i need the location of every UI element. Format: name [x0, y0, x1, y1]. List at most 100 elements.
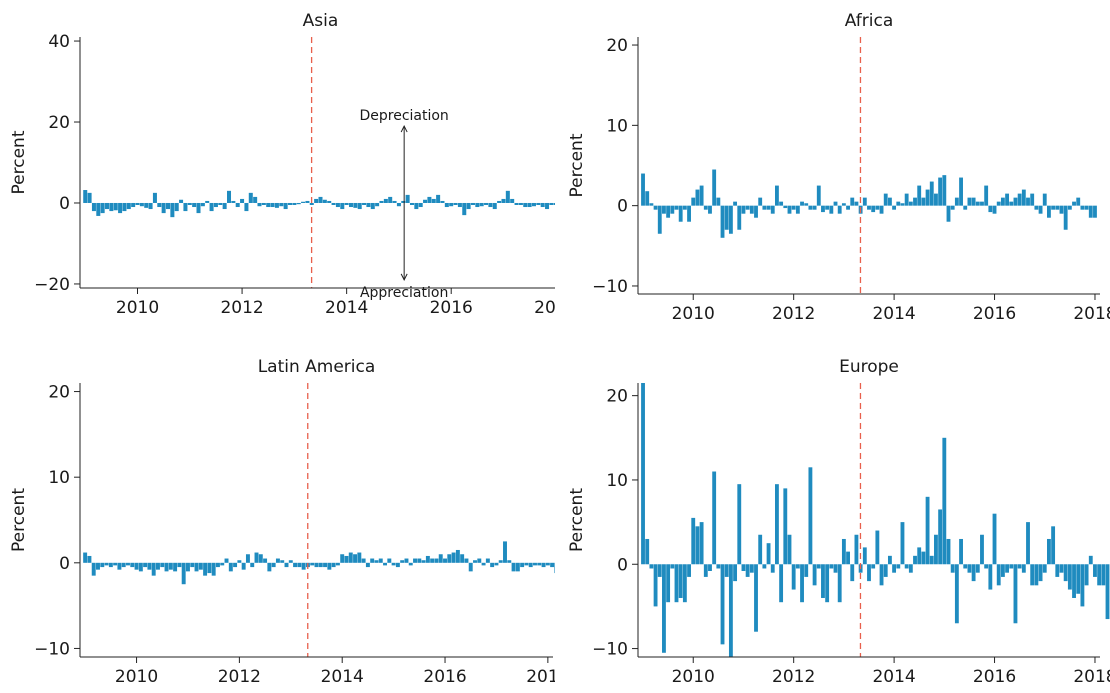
bar-africa-94 — [1034, 205, 1039, 210]
bar-europe-89 — [1013, 564, 1018, 624]
bar-latin-america-25 — [190, 562, 195, 568]
bar-europe-105 — [1080, 564, 1085, 607]
bar-asia-10 — [126, 202, 131, 210]
bar-europe-36 — [791, 564, 796, 590]
bar-latin-america-88 — [460, 554, 465, 563]
bar-africa-76 — [959, 177, 963, 206]
bar-asia-67 — [375, 202, 380, 207]
bar-asia-91 — [479, 202, 484, 207]
bar-africa-35 — [787, 205, 792, 214]
y-tick-label-latin-america-2: 10 — [48, 468, 70, 488]
bar-europe-29 — [762, 564, 767, 569]
bar-asia-37 — [244, 202, 249, 212]
bar-africa-2 — [649, 203, 654, 206]
bar-asia-19 — [166, 202, 171, 210]
bar-europe-49 — [846, 551, 850, 565]
y-tick-label-asia-0: −20 — [34, 275, 70, 295]
bar-africa-37 — [795, 205, 800, 214]
bar-latin-america-41 — [258, 554, 263, 563]
y-tick-label-africa-1: 0 — [617, 197, 628, 217]
bar-africa-9 — [678, 205, 683, 222]
bar-europe-72 — [942, 437, 947, 565]
bar-latin-america-23 — [181, 562, 186, 585]
bar-europe-15 — [703, 564, 708, 577]
bar-asia-85 — [453, 202, 458, 205]
bar-latin-america-31 — [215, 562, 220, 568]
bar-asia-46 — [283, 202, 288, 210]
bar-latin-america-76 — [408, 562, 413, 566]
bar-europe-48 — [841, 538, 846, 565]
bar-asia-3 — [96, 202, 101, 216]
bar-europe-94 — [1034, 564, 1039, 586]
bar-europe-35 — [787, 534, 792, 565]
bar-latin-america-101 — [515, 562, 520, 572]
bar-africa-99 — [1055, 205, 1060, 210]
bar-asia-99 — [514, 202, 519, 205]
bar-asia-24 — [187, 202, 192, 205]
bar-latin-america-29 — [207, 562, 212, 574]
bar-asia-49 — [296, 202, 301, 205]
bar-latin-america-81 — [430, 558, 435, 563]
bar-latin-america-54 — [314, 562, 319, 568]
bar-asia-55 — [322, 199, 327, 203]
bar-latin-america-39 — [250, 562, 255, 568]
y-tick-label-africa-3: 20 — [606, 36, 628, 56]
bar-europe-1 — [645, 538, 650, 565]
bar-latin-america-87 — [455, 549, 460, 563]
bar-africa-79 — [971, 197, 976, 206]
bar-africa-84 — [992, 205, 997, 214]
bar-europe-99 — [1055, 564, 1060, 577]
bar-europe-64 — [908, 564, 913, 573]
bar-africa-54 — [867, 205, 871, 210]
bar-latin-america-86 — [451, 552, 456, 563]
bar-africa-0 — [641, 173, 645, 206]
bar-latin-america-12 — [134, 562, 139, 570]
bar-africa-60 — [892, 205, 897, 210]
bar-africa-25 — [745, 205, 750, 210]
bar-africa-70 — [934, 193, 938, 206]
bar-africa-16 — [708, 205, 712, 214]
bar-asia-22 — [179, 199, 184, 203]
bar-asia-13 — [139, 202, 144, 207]
bar-europe-70 — [934, 534, 938, 565]
bar-europe-108 — [1093, 564, 1097, 577]
bar-africa-108 — [1093, 205, 1097, 218]
bar-latin-america-47 — [284, 562, 289, 568]
bar-asia-105 — [540, 202, 545, 208]
chart-title-africa: Africa — [845, 11, 894, 31]
bar-africa-36 — [791, 205, 796, 210]
bar-latin-america-66 — [365, 562, 370, 568]
bar-europe-42 — [816, 564, 821, 569]
bar-asia-87 — [462, 202, 467, 216]
bar-asia-17 — [157, 202, 162, 208]
y-axis-label-europe: Percent — [567, 488, 587, 552]
bar-latin-america-30 — [211, 562, 216, 576]
x-tick-label-europe-3: 2016 — [973, 667, 1016, 687]
bar-europe-111 — [1105, 564, 1110, 620]
bar-europe-67 — [921, 551, 926, 565]
bar-africa-102 — [1067, 205, 1072, 210]
y-tick-label-europe-3: 20 — [606, 387, 628, 407]
bar-africa-26 — [749, 205, 754, 214]
bar-europe-27 — [754, 564, 758, 632]
bar-africa-31 — [770, 205, 775, 214]
bar-africa-69 — [929, 181, 934, 206]
bar-europe-2 — [649, 564, 654, 569]
bar-asia-7 — [113, 202, 118, 211]
bar-africa-78 — [967, 197, 972, 206]
bar-europe-95 — [1038, 564, 1043, 582]
bar-europe-88 — [1009, 564, 1014, 569]
bar-latin-america-10 — [126, 562, 130, 566]
bar-europe-92 — [1026, 522, 1030, 565]
bar-latin-america-13 — [138, 562, 143, 572]
bar-africa-30 — [766, 205, 771, 210]
bar-latin-america-61 — [344, 555, 349, 563]
bar-africa-50 — [850, 197, 855, 206]
bar-asia-62 — [353, 202, 358, 208]
bar-latin-america-71 — [387, 558, 392, 563]
bar-africa-46 — [833, 201, 838, 206]
bar-latin-america-90 — [468, 562, 473, 572]
bar-latin-america-4 — [100, 562, 105, 568]
bar-europe-83 — [988, 564, 993, 590]
bar-europe-9 — [678, 564, 683, 598]
